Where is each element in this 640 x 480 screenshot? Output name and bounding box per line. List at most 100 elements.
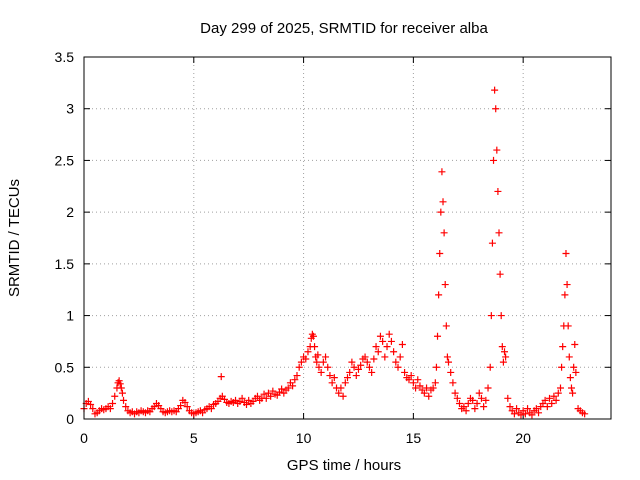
data-point bbox=[344, 374, 351, 382]
data-point bbox=[462, 407, 470, 415]
data-point bbox=[482, 396, 490, 404]
data-point bbox=[566, 374, 574, 382]
data-point bbox=[370, 355, 378, 363]
data-point bbox=[350, 363, 358, 371]
y-tick-label: 3.5 bbox=[55, 49, 75, 65]
data-point bbox=[506, 403, 514, 411]
data-point bbox=[475, 389, 483, 397]
data-point bbox=[447, 368, 455, 376]
data-point bbox=[484, 384, 492, 392]
data-point bbox=[464, 399, 472, 407]
data-point bbox=[535, 409, 543, 417]
data-point bbox=[443, 353, 451, 361]
data-point bbox=[383, 343, 391, 351]
data-point bbox=[488, 239, 496, 247]
data-point bbox=[111, 392, 119, 400]
data-point bbox=[118, 389, 126, 397]
data-point bbox=[376, 332, 384, 340]
data-point bbox=[439, 198, 447, 206]
data-point bbox=[442, 322, 450, 330]
data-point bbox=[562, 250, 570, 258]
data-point bbox=[502, 353, 510, 361]
data-point bbox=[441, 281, 449, 289]
data-point bbox=[368, 368, 376, 376]
data-point bbox=[486, 363, 494, 371]
data-point bbox=[558, 363, 566, 371]
data-point bbox=[365, 363, 373, 371]
data-point bbox=[116, 380, 124, 388]
y-tick-label: 2.5 bbox=[55, 152, 75, 168]
data-point bbox=[328, 379, 336, 387]
data-point bbox=[302, 355, 310, 363]
data-point bbox=[304, 348, 312, 356]
data-point bbox=[253, 392, 261, 400]
y-axis-label: SRMTID / TECUs bbox=[6, 179, 23, 297]
x-tick-label: 5 bbox=[190, 430, 198, 446]
data-point bbox=[493, 146, 501, 154]
data-point bbox=[409, 379, 417, 387]
data-point bbox=[217, 373, 225, 381]
data-point bbox=[437, 208, 445, 216]
data-point bbox=[581, 410, 589, 418]
data-point bbox=[564, 322, 572, 330]
data-point bbox=[565, 353, 573, 361]
data-point bbox=[460, 403, 468, 411]
data-point bbox=[352, 372, 360, 380]
data-point bbox=[491, 86, 499, 94]
y-tick-labels: 0 0.5 1 1.5 2 2.5 3 3.5 bbox=[55, 49, 75, 427]
data-point bbox=[394, 363, 402, 371]
data-point bbox=[513, 405, 521, 413]
data-point bbox=[440, 229, 448, 237]
data-point bbox=[387, 337, 395, 345]
data-point bbox=[499, 358, 507, 366]
data-point bbox=[348, 358, 356, 366]
data-point bbox=[561, 291, 569, 299]
data-point bbox=[416, 382, 424, 390]
data-point bbox=[337, 384, 345, 392]
data-point bbox=[363, 358, 371, 366]
data-point bbox=[517, 411, 525, 419]
data-point bbox=[317, 368, 325, 376]
grid-lines bbox=[84, 57, 611, 419]
data-point bbox=[295, 363, 303, 371]
y-tick-label: 2 bbox=[66, 204, 74, 220]
data-point bbox=[548, 399, 556, 407]
data-point bbox=[267, 392, 275, 400]
data-point bbox=[315, 363, 323, 371]
data-point bbox=[374, 348, 382, 356]
data-point bbox=[354, 365, 362, 373]
data-point bbox=[293, 372, 301, 380]
data-point bbox=[556, 384, 564, 392]
data-point bbox=[106, 405, 114, 413]
data-point bbox=[435, 291, 443, 299]
data-point bbox=[492, 105, 500, 113]
data-point bbox=[532, 405, 540, 413]
data-point bbox=[291, 376, 299, 384]
data-point bbox=[109, 399, 117, 407]
axis-ticks bbox=[83, 56, 611, 420]
data-point bbox=[473, 399, 481, 407]
y-tick-label: 0 bbox=[66, 411, 74, 427]
x-tick-label: 10 bbox=[296, 430, 312, 446]
data-point bbox=[434, 332, 442, 340]
data-point bbox=[346, 368, 354, 376]
data-point bbox=[341, 379, 349, 387]
data-point bbox=[405, 376, 413, 384]
data-point bbox=[425, 392, 433, 400]
data-point bbox=[469, 396, 477, 404]
data-point bbox=[521, 410, 529, 418]
data-point bbox=[183, 403, 191, 411]
data-point bbox=[543, 403, 551, 411]
data-point bbox=[480, 403, 488, 411]
data-point bbox=[117, 384, 125, 392]
data-point bbox=[498, 343, 506, 351]
data-point bbox=[392, 358, 400, 366]
data-point bbox=[335, 389, 343, 397]
data-point bbox=[550, 392, 558, 400]
data-point bbox=[242, 401, 250, 409]
y-tick-label: 3 bbox=[66, 101, 74, 117]
data-point bbox=[554, 389, 562, 397]
data-point bbox=[372, 343, 380, 351]
data-point bbox=[284, 384, 292, 392]
